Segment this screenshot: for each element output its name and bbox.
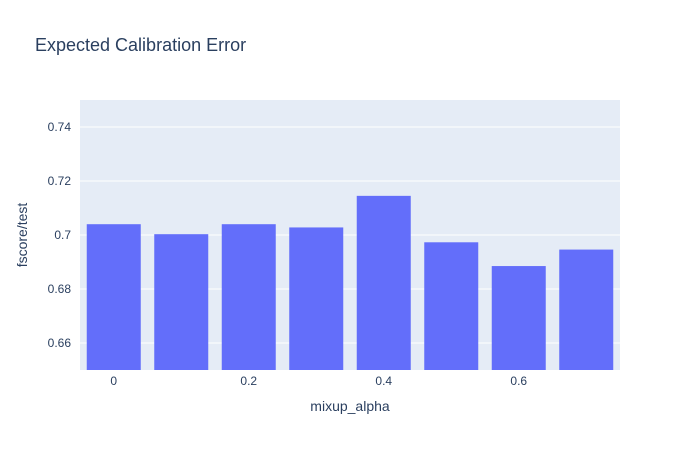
bar[interactable] bbox=[491, 266, 546, 370]
x-tick-label: 0.2 bbox=[240, 374, 257, 388]
y-axis-title: fscore/test bbox=[14, 203, 30, 268]
bar[interactable] bbox=[221, 224, 276, 370]
bar[interactable] bbox=[424, 242, 479, 370]
bar[interactable] bbox=[154, 234, 209, 370]
bar[interactable] bbox=[356, 195, 411, 370]
x-tick-label: 0.4 bbox=[375, 374, 392, 388]
chart-title: Expected Calibration Error bbox=[35, 35, 246, 55]
y-tick-label: 0.72 bbox=[48, 174, 72, 188]
y-tick-label: 0.7 bbox=[54, 228, 71, 242]
bar[interactable] bbox=[86, 224, 141, 370]
x-tick-label: 0.6 bbox=[510, 374, 527, 388]
x-tick-label: 0 bbox=[110, 374, 117, 388]
y-tick-label: 0.74 bbox=[48, 120, 72, 134]
y-tick-label: 0.68 bbox=[48, 282, 72, 296]
bars bbox=[86, 195, 614, 370]
y-tick-label: 0.66 bbox=[48, 336, 72, 350]
x-axis-ticks: 0 0.2 0.4 0.6 bbox=[110, 374, 527, 388]
x-axis-title: mixup_alpha bbox=[310, 398, 390, 414]
bar[interactable] bbox=[289, 227, 344, 370]
bar[interactable] bbox=[559, 249, 614, 370]
y-axis-ticks: 0.66 0.68 0.7 0.72 0.74 bbox=[48, 120, 72, 350]
